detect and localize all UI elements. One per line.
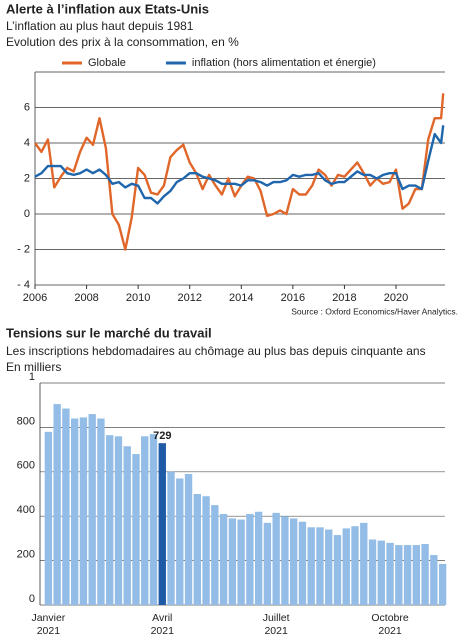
bar (360, 522, 368, 605)
bar (351, 526, 359, 605)
chart-title: Tensions sur le marché du travail (6, 325, 212, 340)
chart-subtitle: Evolution des prix à la consommation, en… (6, 35, 239, 49)
bar (290, 518, 298, 605)
bar (386, 542, 394, 605)
bar (62, 408, 70, 605)
bar (298, 521, 307, 605)
x-tick-label: 2008 (74, 292, 98, 304)
bar (149, 434, 158, 605)
bar (403, 545, 412, 605)
bar (325, 529, 333, 605)
legend-label: Globale (88, 57, 126, 69)
x-tick-label: 2014 (229, 292, 253, 304)
chart-subtitle: Les inscriptions hebdomadaires au chômag… (6, 344, 426, 358)
bar (158, 443, 166, 605)
bar (123, 446, 131, 605)
bar (246, 513, 254, 605)
source: Source : Oxford Economics/Haver Analytic… (291, 306, 458, 316)
bar (184, 474, 193, 605)
x-tick-label: Janvier 2021 (31, 612, 66, 637)
y-tick-label: 2 (24, 172, 30, 184)
bar (53, 404, 61, 605)
y-tick-label: 600 (17, 460, 35, 472)
y-tick-label: 400 (17, 504, 35, 516)
bar (342, 528, 350, 605)
bar (228, 518, 237, 605)
x-tick-label: 2006 (23, 292, 47, 304)
bar (202, 496, 210, 605)
bar (316, 527, 324, 605)
bar (377, 540, 385, 605)
bar (438, 563, 447, 605)
bar (368, 539, 377, 605)
bar (412, 545, 421, 605)
bar (395, 545, 403, 605)
y-tick-label: 0 (29, 593, 35, 605)
bar (421, 543, 429, 605)
x-tick-label: Avril 2021 (150, 612, 174, 637)
value-label: 729 (153, 430, 171, 442)
y-tick-label: 800 (17, 415, 35, 427)
x-tick-label: Juillet 2021 (262, 612, 290, 637)
chart-title: Alerte à l’inflation aux Etats-Unis (6, 1, 209, 16)
bar (333, 535, 342, 605)
bar (70, 418, 79, 605)
bar (254, 511, 263, 605)
bar (176, 478, 184, 605)
bar (263, 522, 272, 605)
bar (44, 431, 53, 605)
bar (79, 417, 88, 605)
bar (114, 436, 123, 605)
y-tick-label: 200 (17, 549, 35, 561)
y-tick-label: 6 (24, 101, 30, 113)
bar (281, 516, 289, 605)
x-tick-label: 2010 (126, 292, 150, 304)
bar (132, 454, 140, 605)
bar (272, 512, 280, 605)
bar (106, 435, 114, 605)
bar (167, 471, 175, 605)
y-tick-label: - 2 (17, 243, 30, 255)
chart-subtitle: L’inflation au plus haut depuis 1981 (6, 19, 194, 33)
chart-subtitle: En milliers (6, 360, 61, 374)
bar (97, 418, 105, 605)
bar (211, 505, 219, 605)
bar (430, 555, 438, 605)
bar (141, 436, 149, 605)
y-tick-label: 0 (24, 208, 30, 220)
bar (219, 513, 228, 605)
x-tick-label: 2012 (177, 292, 201, 304)
series-line (34, 125, 445, 205)
bar (193, 494, 201, 605)
x-tick-label: 2018 (332, 292, 356, 304)
y-tick-label: - 4 (17, 279, 30, 291)
y-tick-label: 4 (24, 137, 30, 149)
bar (237, 519, 245, 605)
x-tick-label: 2016 (281, 292, 305, 304)
legend-label: inflation (hors alimentation et énergie) (192, 57, 376, 69)
x-tick-label: Octobre 2021 (371, 612, 409, 637)
x-tick-label: 2020 (384, 292, 408, 304)
bar (307, 527, 315, 605)
bar (88, 414, 96, 605)
y-tick-label: 1 (29, 371, 35, 383)
